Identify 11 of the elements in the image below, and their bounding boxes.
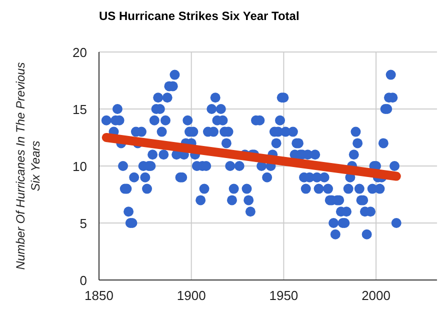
y-axis-title: Number Of Hurricanes In The Previous Six Years: [14, 62, 42, 270]
y-tick-label: 15: [72, 102, 87, 117]
x-tick-label: 1850: [84, 288, 114, 303]
chart-title: US Hurricane Strikes Six Year Total: [99, 9, 300, 23]
x-tick-label: 1900: [176, 288, 206, 303]
y-tick-label: 10: [72, 159, 87, 174]
x-tick-label: 2000: [362, 288, 391, 303]
y-tick-label: 0: [80, 273, 87, 288]
x-tick-label: 1950: [269, 288, 298, 303]
y-tick-label: 20: [72, 45, 87, 60]
y-tick-label: 5: [80, 216, 87, 231]
